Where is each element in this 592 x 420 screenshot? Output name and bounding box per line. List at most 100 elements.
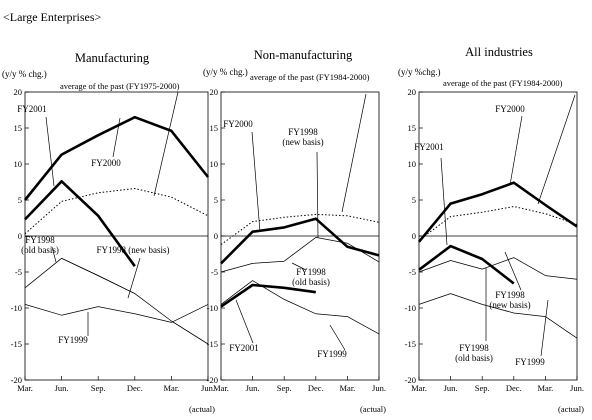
annotation-fy1998_new: FY1998 (new basis) <box>97 245 170 255</box>
y-tick-label: -10 <box>405 303 416 313</box>
annotation-arrow <box>341 93 367 213</box>
y-tick-label: 15 <box>14 123 23 133</box>
x-tick-label: Jun. <box>570 383 584 393</box>
y-tick-label: -15 <box>405 339 416 349</box>
series-line-fy1998-new-basis <box>315 237 380 263</box>
average-label: average of the past (FY1984-2000) <box>250 72 370 82</box>
panel-title: Non-manufacturing <box>254 48 353 62</box>
panel-title: Manufacturing <box>75 51 150 65</box>
y-tick-label: -20 <box>11 375 22 385</box>
panel-3: All industries (y/y %chg.)average of the … <box>398 45 584 414</box>
x-tick-label: Mar. <box>411 383 427 393</box>
annotation-fy2001: FY2001 <box>17 104 47 114</box>
series-line-average-of-the-past-fy1975-2000 <box>24 188 209 235</box>
y-tick-label: 10 <box>14 159 23 169</box>
x-tick-label: Jun. <box>246 383 260 393</box>
y-axis-label: (y/y % chg.) <box>203 67 248 77</box>
series-line-fy1998-new-basis <box>513 257 578 280</box>
series-line-fy1998-old-basis <box>418 257 514 273</box>
annotation-fy1999: FY1999 <box>515 357 545 367</box>
series-line-fy1999 <box>220 280 380 335</box>
annotation-arrow <box>540 299 549 357</box>
annotation-line: FY1998 <box>296 267 326 277</box>
y-tick-label: 0 <box>412 231 416 241</box>
annotation-fy1998_new: FY1998 (new basis) <box>489 290 530 310</box>
x-tick-label: Jun. <box>372 383 386 393</box>
annotation-arrow <box>127 257 141 299</box>
annotation-line: (new basis) <box>282 137 323 147</box>
series-line-fy2000 <box>23 115 210 201</box>
y-tick-label: 5 <box>214 195 218 205</box>
annotation-arrow <box>537 94 576 205</box>
x-tick-label: Mar. <box>537 383 553 393</box>
annotation-arrow <box>291 262 307 271</box>
annotation-fy1998_old: FY1998 (old basis) <box>21 235 59 255</box>
series-line-fy2000 <box>220 217 380 265</box>
y-tick-label: 15 <box>408 123 417 133</box>
y-tick-label: 15 <box>210 123 219 133</box>
y-tick-label: -5 <box>211 267 218 277</box>
y-tick-label: -15 <box>207 339 218 349</box>
annotation-arrow <box>316 151 319 239</box>
annotation-arrow <box>504 251 522 291</box>
x-tick-label: Dec. <box>506 383 522 393</box>
y-tick-label: -5 <box>15 267 22 277</box>
y-tick-label: -10 <box>11 303 22 313</box>
annotation-line: (old basis) <box>21 245 59 255</box>
y-tick-label: 20 <box>210 87 219 97</box>
annotation-fy1999: FY1999 <box>58 335 88 345</box>
annotation-line: FY1998 <box>459 343 489 353</box>
x-tick-label: Mar. <box>163 383 179 393</box>
x-axis-note: (actual) <box>558 404 584 414</box>
annotation-arrow <box>112 117 121 158</box>
annotation-fy2000: FY2000 <box>495 104 525 114</box>
x-tick-label: Jun. <box>55 383 69 393</box>
series-line-average-of-the-past-fy1984-2000 <box>220 213 380 246</box>
x-tick-label: Jun. <box>444 383 458 393</box>
y-tick-label: 20 <box>14 87 23 97</box>
annotation-line: FY1998 <box>288 127 318 137</box>
panel-title: All industries <box>465 45 533 59</box>
panel-2: Non-manufacturing (y/y % chg.) average of … <box>203 48 386 414</box>
average-label: average of the past (FY1975-2000) <box>60 81 180 91</box>
y-tick-label: -20 <box>405 375 416 385</box>
y-tick-label: 0 <box>18 231 22 241</box>
x-tick-label: Sep. <box>277 383 292 393</box>
series-line-fy1998-old-basis <box>220 237 317 273</box>
series-line-fy2001 <box>418 244 515 285</box>
series-line-fy2001 <box>220 283 316 308</box>
y-tick-label: 10 <box>408 159 417 169</box>
annotation-fy2000: FY2000 <box>223 119 253 129</box>
y-tick-label: -10 <box>207 303 218 313</box>
section-title: <Large Enterprises> <box>3 10 102 24</box>
x-tick-label: Dec. <box>127 383 143 393</box>
annotation-line: (new basis) <box>489 300 530 310</box>
x-tick-label: Mar. <box>339 383 355 393</box>
annotation-fy1998_old: FY1998 (old basis) <box>292 267 330 287</box>
annotation-arrow <box>51 246 57 263</box>
annotation-line: FY1998 <box>495 290 525 300</box>
y-tick-label: 5 <box>412 195 416 205</box>
annotation-fy2001: FY2001 <box>414 142 444 152</box>
y-tick-label: 10 <box>210 159 219 169</box>
annotation-fy1998_old: FY1998 (old basis) <box>455 343 493 363</box>
annotation-fy2000: FY2000 <box>91 158 121 168</box>
x-tick-label: Jun. <box>201 383 215 393</box>
annotation-arrow <box>329 324 346 351</box>
x-tick-label: Mar. <box>213 383 229 393</box>
annotation-arrow <box>235 299 254 344</box>
y-tick-label: 20 <box>408 87 417 97</box>
y-tick-label: 5 <box>18 195 22 205</box>
annotation-line: (old basis) <box>292 277 330 287</box>
x-tick-label: Dec. <box>308 383 324 393</box>
y-tick-label: 0 <box>214 231 218 241</box>
series-line-fy2000 <box>417 181 578 243</box>
series-line-fy1998-old-basis <box>24 257 135 294</box>
chart-panels: Manufacturing(y/y % chg.)average of the … <box>2 45 584 414</box>
annotation-arrow <box>45 116 55 187</box>
annotation-line: (old basis) <box>455 353 493 363</box>
x-tick-label: Mar. <box>17 383 33 393</box>
annotation-fy2001: FY2001 <box>229 343 259 353</box>
y-tick-label: -20 <box>207 375 218 385</box>
